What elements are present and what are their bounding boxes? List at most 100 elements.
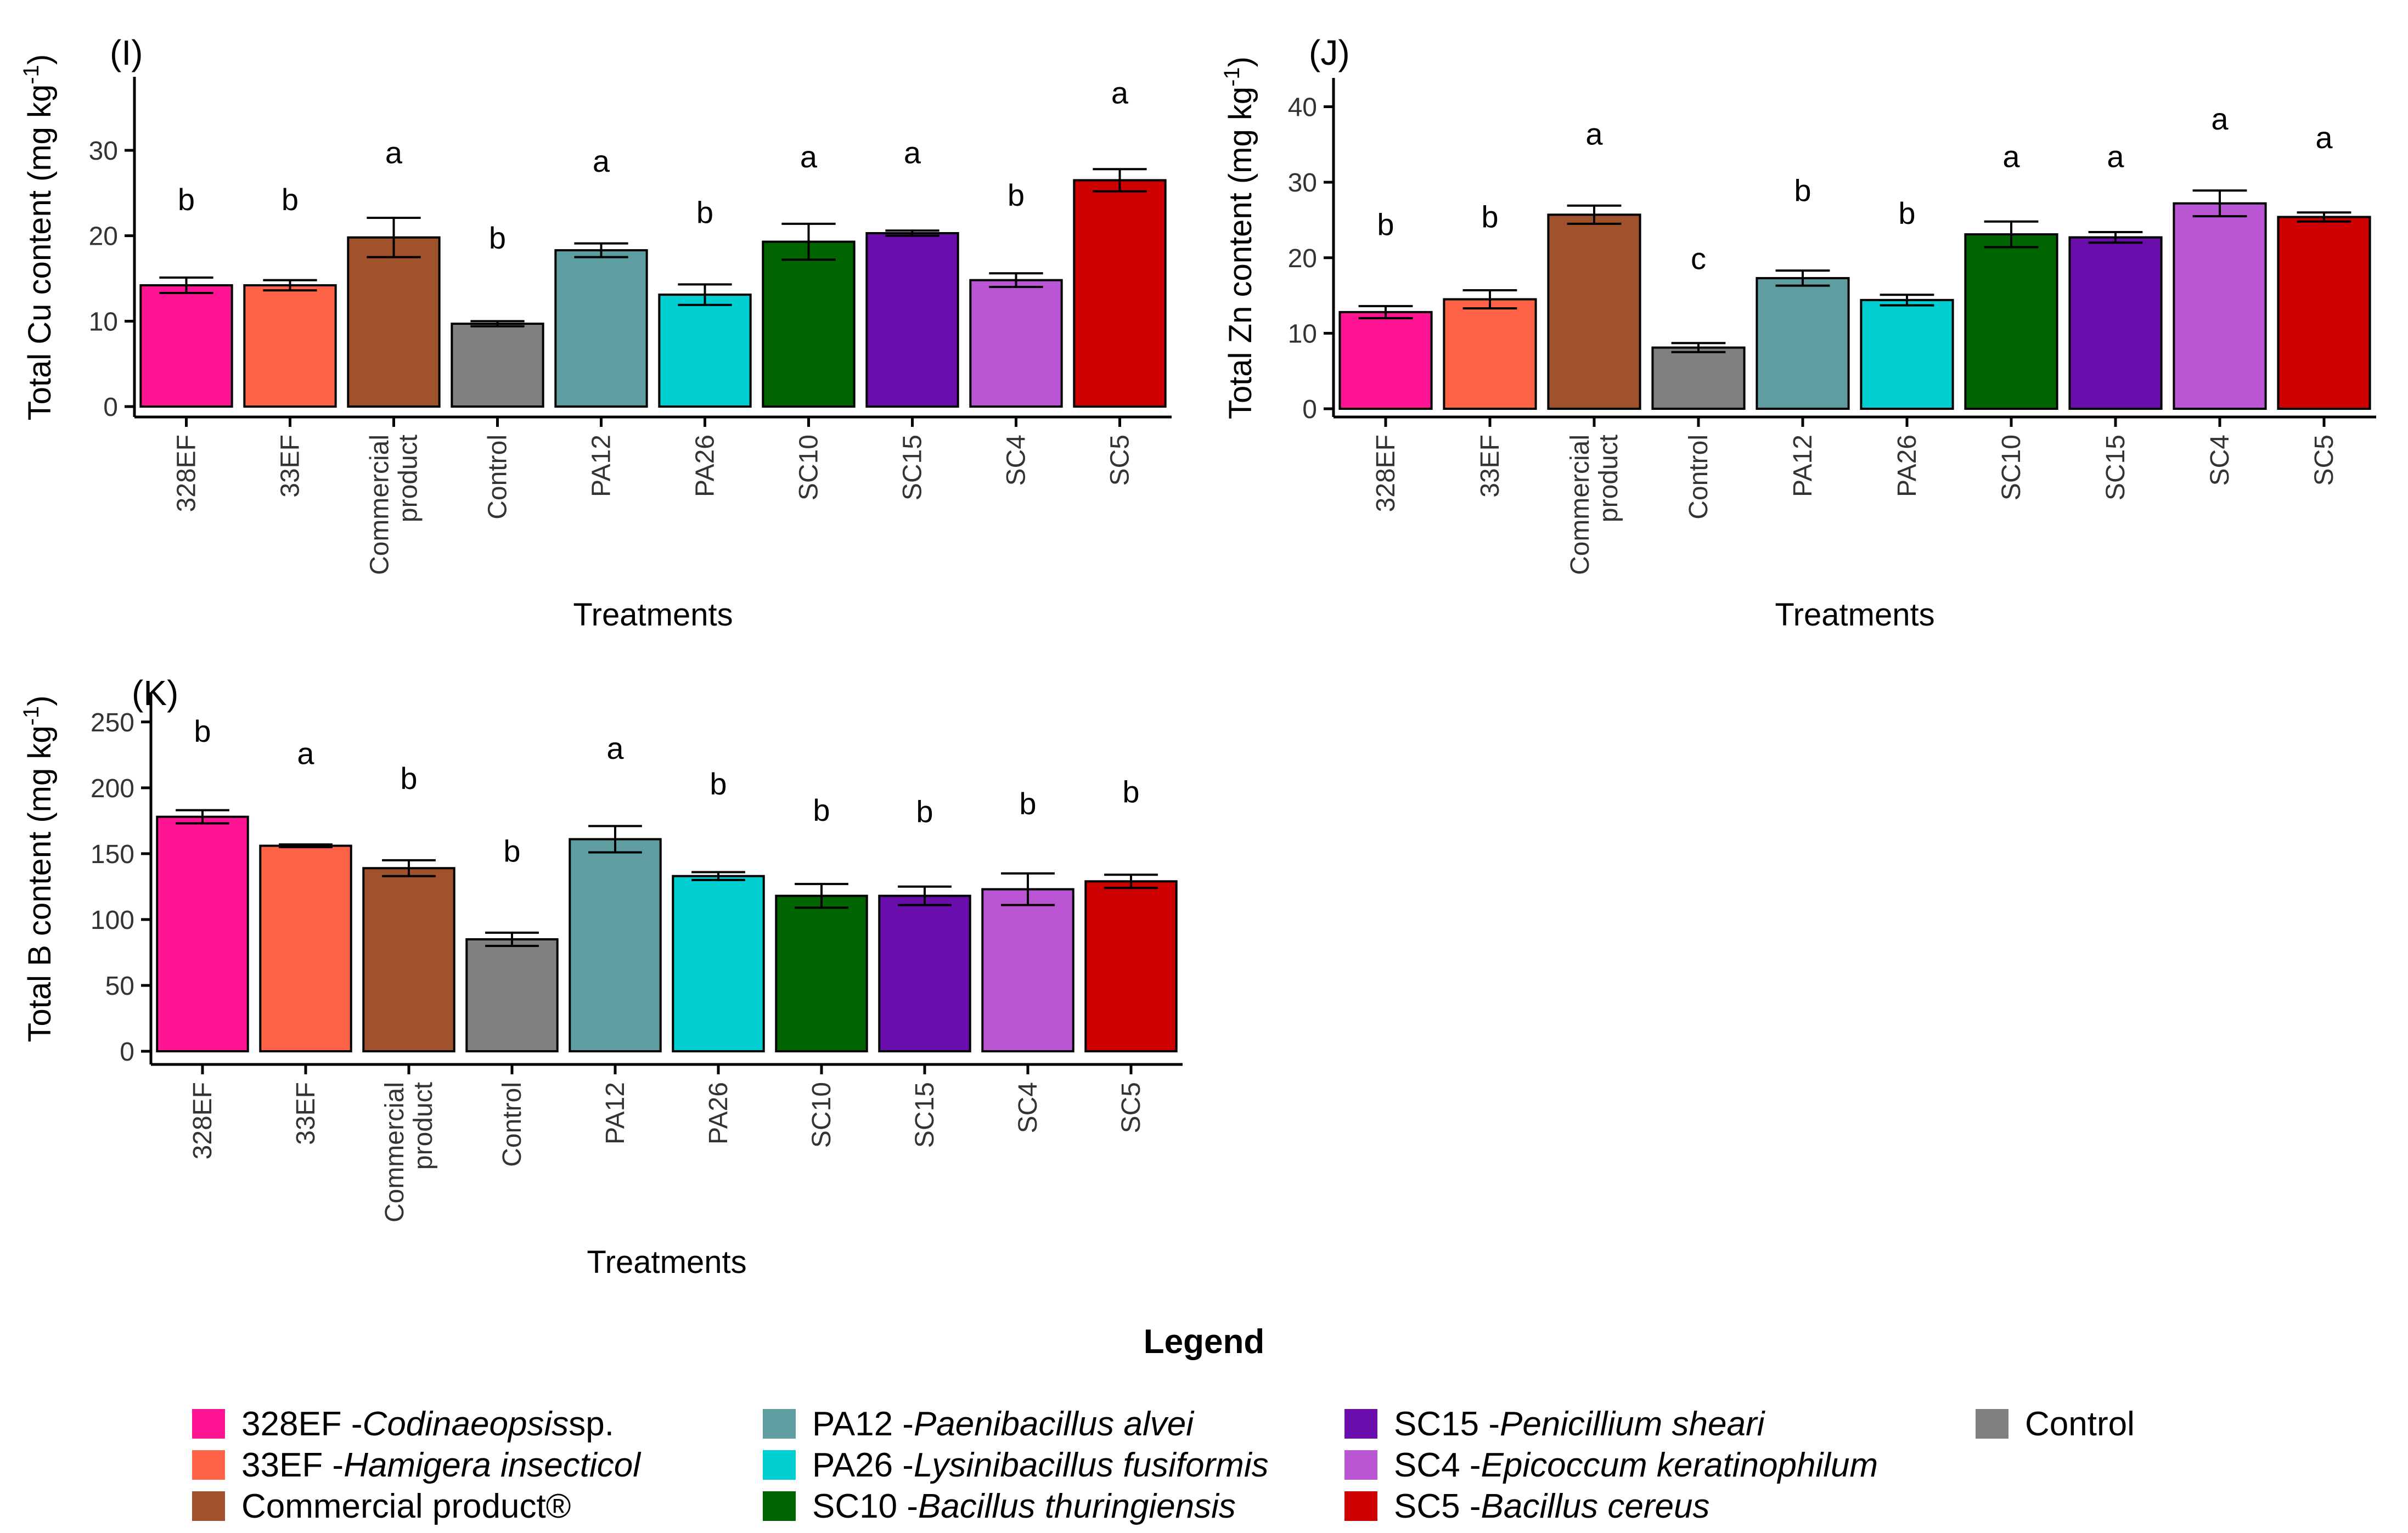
significance-letter: b	[1794, 173, 1811, 208]
x-tick-label: SC4	[2206, 435, 2235, 486]
significance-letter: b	[1481, 200, 1498, 234]
significance-letter: a	[593, 144, 610, 178]
significance-letter: a	[2315, 120, 2333, 155]
significance-letter: b	[503, 833, 520, 868]
significance-letter: b	[916, 794, 933, 829]
y-tick-label: 0	[120, 1038, 134, 1067]
significance-letter: b	[1898, 196, 1915, 230]
legend-code: Control	[2025, 1405, 2135, 1443]
bar	[259, 844, 352, 1053]
y-axis-label: Total B content (mg kg-1)	[19, 696, 58, 1042]
legend-code: PA12 -	[812, 1405, 914, 1443]
legend-species: Codinaeopsis	[362, 1405, 569, 1443]
bar	[1860, 298, 1954, 410]
bar	[981, 888, 1074, 1052]
significance-letter: a	[297, 736, 314, 771]
bar	[969, 279, 1063, 408]
x-tick-label: PA12	[587, 435, 616, 497]
y-tick-label: 20	[1288, 244, 1317, 273]
y-tick-label: 50	[105, 972, 134, 1001]
x-axis-label: Treatments	[573, 597, 733, 633]
x-tick-label: Commercialproduct	[380, 1082, 438, 1222]
x-tick-label: 33EF	[276, 435, 305, 498]
y-axis-label: Total Cu content (mg kg-1)	[19, 54, 58, 420]
x-tick-label: 328EF	[188, 1082, 217, 1159]
significance-letter: b	[696, 195, 713, 229]
legend-item-pa12: PA12 - Paenibacillus alvei	[763, 1405, 1194, 1443]
panel-label: (K)	[132, 673, 178, 713]
x-tick-label: SC10	[1997, 435, 2026, 500]
legend-swatch	[763, 1450, 796, 1480]
x-tick-label: SC15	[2101, 435, 2130, 500]
bar	[1338, 311, 1433, 410]
x-tick-label: PA26	[1893, 435, 1922, 497]
significance-letter: b	[813, 793, 830, 827]
y-tick-label: 10	[1288, 319, 1317, 348]
legend-species: Bacillus cereus	[1481, 1487, 1710, 1525]
panel-label: (J)	[1309, 33, 1350, 72]
legend-swatch	[1344, 1491, 1377, 1521]
significance-letter: a	[385, 135, 403, 170]
y-tick-label: 20	[89, 222, 118, 251]
chart-panel: (I) 0 10 20 30 Total Cu content (mg kg-1) Trea…	[19, 33, 1172, 633]
significance-letter: b	[282, 182, 299, 217]
significance-letter: b	[710, 766, 727, 801]
legend-code: PA26 -	[812, 1446, 914, 1484]
bar	[156, 815, 249, 1052]
legend-species: Paenibacillus alvei	[913, 1405, 1194, 1443]
x-tick-label: SC4	[1002, 435, 1031, 486]
significance-letter: a	[2211, 102, 2229, 136]
bar	[1084, 880, 1178, 1052]
legend-item-33ef: 33EF - Hamigera insecticol	[192, 1446, 640, 1484]
bar	[1756, 277, 1850, 410]
significance-letter: b	[400, 761, 417, 796]
x-tick-label: PA26	[691, 435, 720, 497]
x-tick-label: 328EF	[1371, 435, 1400, 512]
bar	[1073, 179, 1167, 408]
bar	[2068, 236, 2163, 410]
legend-swatch	[1344, 1450, 1377, 1480]
y-tick-label: 0	[103, 393, 118, 422]
significance-letter: c	[1691, 241, 1706, 275]
bar	[2277, 216, 2371, 410]
legend: Legend 328EF - Codinaeopsis sp. 33EF - H…	[0, 1306, 2408, 1533]
y-tick-label: 30	[1288, 168, 1317, 198]
legend-code: SC5 -	[1394, 1487, 1481, 1525]
legend-species: Hamigera insecticol	[344, 1446, 641, 1484]
bar	[878, 894, 971, 1053]
legend-swatch	[192, 1450, 225, 1480]
legend-suffix: sp.	[569, 1405, 614, 1443]
y-tick-label: 200	[91, 774, 134, 803]
legend-code: Commercial product®	[241, 1487, 571, 1525]
legend-item-commercial-product: Commercial product®	[192, 1487, 571, 1525]
x-tick-label: SC10	[807, 1082, 836, 1148]
y-tick-label: 250	[91, 708, 134, 737]
bar	[775, 894, 868, 1053]
y-axis-label: Total Zn content (mg kg-1)	[1220, 57, 1258, 419]
legend-species: Lysinibacillus fusiformis	[913, 1446, 1269, 1484]
significance-letter: a	[606, 731, 624, 765]
bar	[139, 284, 233, 408]
x-tick-label: 33EF	[1476, 435, 1505, 498]
x-tick-label: Commercialproduct	[365, 435, 423, 575]
legend-swatch	[192, 1491, 225, 1521]
bar	[2173, 202, 2267, 410]
x-tick-label: SC5	[2310, 435, 2339, 486]
x-tick-label: Control	[483, 435, 513, 520]
legend-species: Epicoccum keratinophilum	[1481, 1446, 1878, 1484]
y-tick-label: 10	[89, 307, 118, 336]
y-tick-label: 40	[1288, 93, 1317, 122]
bar	[1651, 346, 1746, 410]
y-tick-label: 100	[91, 906, 134, 935]
significance-letter: b	[1019, 786, 1036, 821]
legend-item-sc5: SC5 - Bacillus cereus	[1344, 1487, 1709, 1525]
significance-letter: b	[1008, 178, 1025, 212]
legend-swatch	[763, 1491, 796, 1521]
bar	[1443, 298, 1537, 410]
significance-letter: a	[2002, 139, 2020, 174]
significance-letter: b	[194, 714, 211, 748]
legend-code: 328EF -	[241, 1405, 363, 1443]
x-tick-label: Commercialproduct	[1566, 435, 1623, 575]
x-tick-label: SC5	[1106, 435, 1135, 486]
